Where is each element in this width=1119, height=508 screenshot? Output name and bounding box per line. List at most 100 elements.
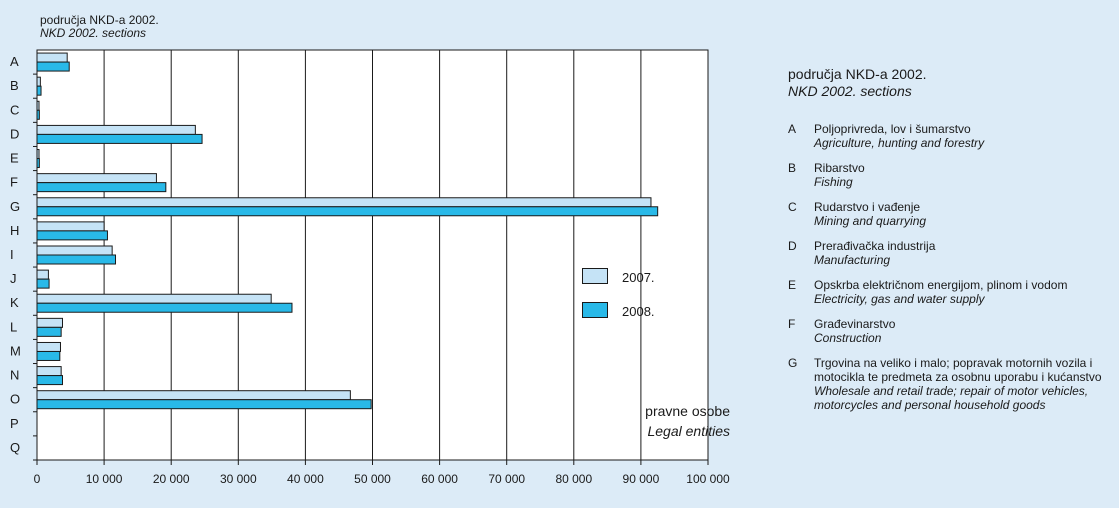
bar-2007 xyxy=(36,52,68,63)
category-label: A xyxy=(10,54,19,69)
section-item: A Poljoprivreda, lov i šumarstvo Agricultu… xyxy=(788,122,1118,150)
unit-label: pravne osobe Legal entities xyxy=(600,401,730,441)
section-code: A xyxy=(788,122,797,136)
section-name-en: Construction xyxy=(814,331,882,345)
section-text: Ribarstvo Fishing xyxy=(814,161,865,189)
bar-2007 xyxy=(36,293,272,304)
bar-2007 xyxy=(36,366,62,377)
section-code: D xyxy=(788,239,797,253)
category-label: B xyxy=(10,78,19,93)
x-tick-label: 20 000 xyxy=(153,472,190,486)
section-code: E xyxy=(788,278,797,292)
bar-2008 xyxy=(36,61,70,72)
section-item: D Prerađivačka industrija Manufacturing xyxy=(788,239,1118,267)
section-name-hr: Prerađivačka industrija xyxy=(814,239,936,253)
unit-label-hr: pravne osobe xyxy=(645,403,730,419)
plot-frame xyxy=(36,49,709,461)
category-label: E xyxy=(10,151,19,166)
x-tick-label: 60 000 xyxy=(421,472,458,486)
section-name-en: Mining and quarrying xyxy=(814,214,927,228)
section-code: G xyxy=(788,356,798,370)
section-item: E Opskrba električnom energijom, plinom i… xyxy=(788,278,1118,306)
category-label: Q xyxy=(10,440,20,455)
section-name-hr: Rudarstvo i vađenje xyxy=(814,200,921,214)
category-label: F xyxy=(10,175,18,190)
category-label: C xyxy=(10,102,19,117)
section-text: Rudarstvo i vađenje Mining and quarrying xyxy=(814,200,926,228)
x-tick-label: 50 000 xyxy=(354,472,391,486)
section-text: Poljoprivreda, lov i šumarstvo Agricultur… xyxy=(814,122,984,150)
sections-title-en: NKD 2002. sections xyxy=(788,83,912,99)
section-text: Prerađivačka industrija Manufacturing xyxy=(814,239,935,267)
x-tick-label: 90 000 xyxy=(623,472,660,486)
bar-2007 xyxy=(36,390,351,401)
section-name-hr: Trgovina na veliko i malo; popravak moto… xyxy=(814,356,1102,384)
section-name-hr: Opskrba električnom energijom, plinom i … xyxy=(814,278,1068,292)
x-tick-label: 100 000 xyxy=(686,472,730,486)
bar-2008 xyxy=(36,302,293,313)
category-label: K xyxy=(10,295,19,310)
sections-list: A Poljoprivreda, lov i šumarstvo Agricultu… xyxy=(788,122,1118,412)
x-tick-label: 30 000 xyxy=(220,472,257,486)
bar-2008 xyxy=(36,230,108,241)
sections-legend-title: područja NKD-a 2002. NKD 2002. sections xyxy=(788,66,1118,100)
bar-2008 xyxy=(36,206,659,217)
section-item: C Rudarstvo i vađenje Mining and quarrying xyxy=(788,200,1118,228)
bar-2008 xyxy=(36,278,50,289)
category-label: M xyxy=(10,343,21,358)
section-name-en: Electricity, gas and water supply xyxy=(814,292,985,306)
bar-2008 xyxy=(36,133,203,144)
x-tick-label: 0 xyxy=(34,472,41,486)
x-tick-label: 80 000 xyxy=(555,472,592,486)
category-label: D xyxy=(10,126,19,141)
bar-2007 xyxy=(36,124,196,135)
bar-2008 xyxy=(36,326,62,337)
sections-legend-panel: područja NKD-a 2002. NKD 2002. sections … xyxy=(788,66,1118,423)
bar-2007 xyxy=(36,221,105,232)
legend-label-2008: 2008. xyxy=(622,304,655,319)
bar-2007 xyxy=(36,269,49,280)
category-label: G xyxy=(10,199,20,214)
bar-2007 xyxy=(36,197,652,208)
section-text: Građevinarstvo Construction xyxy=(814,317,895,345)
axis-title-hr: područja NKD-a 2002. xyxy=(40,13,159,27)
bar-2007 xyxy=(36,341,61,352)
category-label: P xyxy=(10,416,19,431)
bar-2008 xyxy=(36,350,61,361)
legend-label-2007: 2007. xyxy=(622,270,655,285)
bar-2008 xyxy=(36,375,63,386)
section-item: G Trgovina na veliko i malo; popravak mot… xyxy=(788,356,1118,412)
bar-chart: 0 10 000 20 000 30 000 40 000 50 000 60 000 70 … xyxy=(10,49,730,486)
category-label: J xyxy=(10,271,17,286)
x-tick-label: 70 000 xyxy=(488,472,525,486)
bar-2008 xyxy=(36,399,372,410)
category-label: H xyxy=(10,223,19,238)
bar-2007 xyxy=(36,173,157,184)
chart-axis-title: područja NKD-a 2002. NKD 2002. sections xyxy=(40,14,159,40)
bar-2008 xyxy=(36,182,167,193)
category-label: I xyxy=(10,247,14,262)
section-name-hr: Ribarstvo xyxy=(814,161,865,175)
category-label: N xyxy=(10,368,19,383)
bar-2007 xyxy=(36,245,113,256)
section-text: Opskrba električnom energijom, plinom i … xyxy=(814,278,1067,306)
section-name-hr: Građevinarstvo xyxy=(814,317,896,331)
category-label: O xyxy=(10,392,20,407)
section-name-en: Wholesale and retail trade; repair of mo… xyxy=(814,384,1089,412)
category-label: L xyxy=(10,319,17,334)
section-name-en: Manufacturing xyxy=(814,253,891,267)
section-item: B Ribarstvo Fishing xyxy=(788,161,1118,189)
x-tick-label: 10 000 xyxy=(86,472,123,486)
section-name-en: Agriculture, hunting and forestry xyxy=(814,136,985,150)
bar-2007 xyxy=(36,317,63,328)
axis-title-en: NKD 2002. sections xyxy=(40,26,147,40)
x-tick-label: 40 000 xyxy=(287,472,324,486)
section-item: F Građevinarstvo Construction xyxy=(788,317,1118,345)
section-code: B xyxy=(788,161,797,175)
section-name-hr: Poljoprivreda, lov i šumarstvo xyxy=(814,122,971,136)
bar-2008 xyxy=(36,85,42,96)
unit-label-en: Legal entities xyxy=(647,423,730,439)
section-text: Trgovina na veliko i malo; popravak moto… xyxy=(814,356,1118,412)
section-code: C xyxy=(788,200,797,214)
sections-title-hr: područja NKD-a 2002. xyxy=(788,66,927,82)
